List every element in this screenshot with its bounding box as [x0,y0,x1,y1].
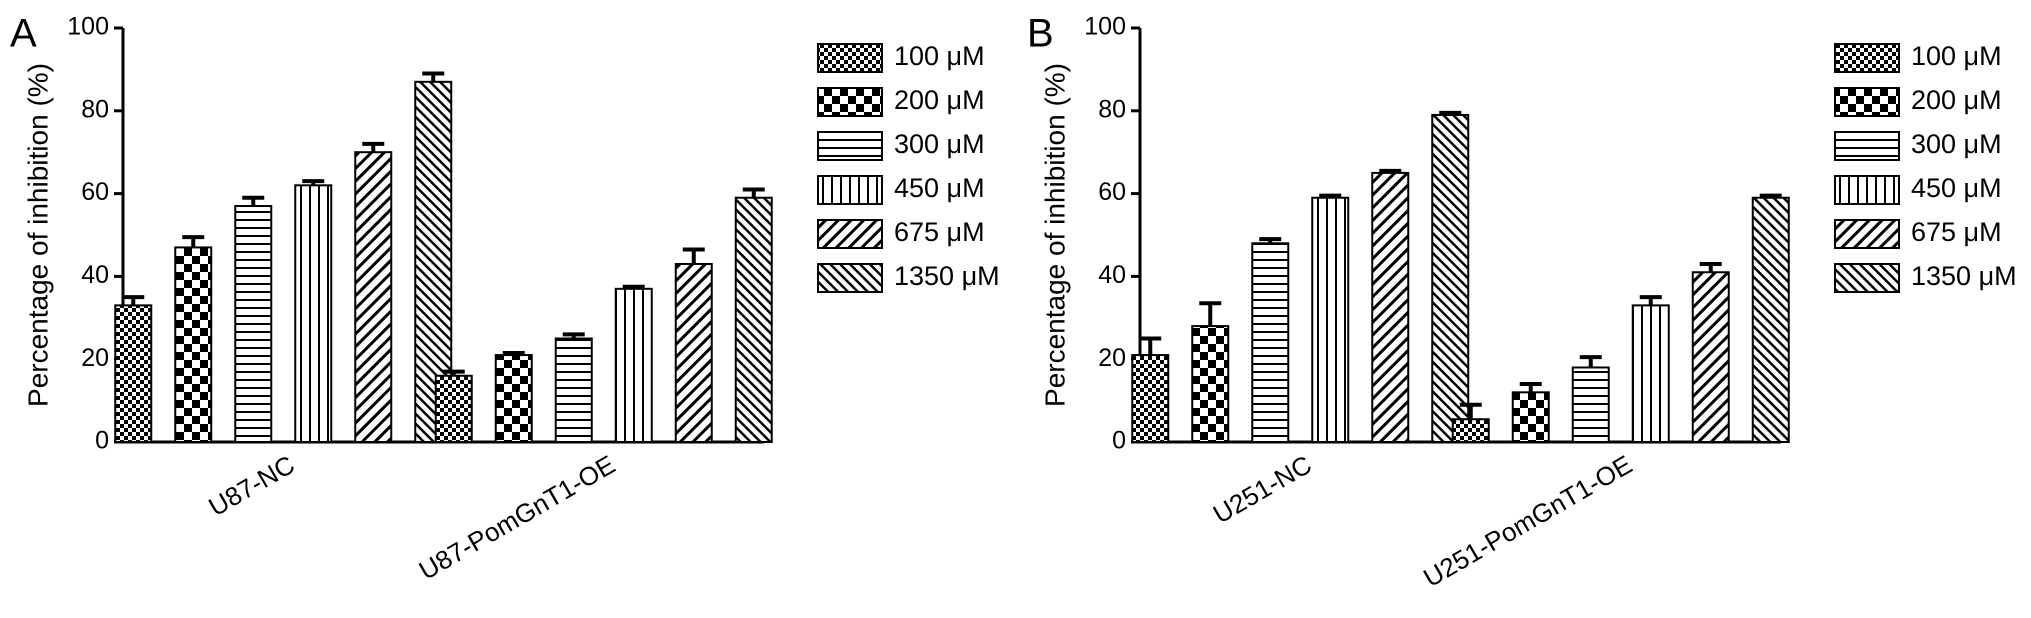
legend-label: 200 μM [1911,85,2002,115]
error-bar [242,195,265,207]
bar [554,337,593,443]
y-axis-label: Percentage of inhibition (%) [1039,63,1070,407]
error-bar [1259,237,1282,244]
legend-label: 100 μM [894,41,985,71]
x-tick-label: U87-NC [203,449,299,522]
legend-label: 1350 μM [894,261,1000,291]
legend-label: 300 μM [894,129,985,159]
error-bar [1139,336,1162,356]
bar [1511,391,1550,444]
bar [1631,304,1670,443]
bar [1751,196,1790,443]
y-tick-label: 40 [1098,261,1126,289]
bar [434,374,473,444]
x-tick-label: U251-NC [1208,449,1317,529]
bar [1371,171,1410,443]
legend-label: 300 μM [1911,129,2002,159]
bar [1311,196,1350,443]
error-bar [1379,168,1402,173]
bar [1251,242,1290,443]
y-tick-label: 100 [1084,13,1126,41]
x-tick-label: U251-PomGnT1-OE [1418,449,1637,593]
bar [234,205,273,443]
y-tick-label: 40 [81,261,109,289]
legend-swatch [817,219,883,249]
y-tick-label: 60 [1098,178,1126,206]
y-tick-label: 0 [1112,427,1126,455]
bar [614,287,653,443]
legend-label: 200 μM [894,85,985,115]
legend-swatch [817,175,883,205]
legend-swatch [1834,131,1900,161]
legend-label: 450 μM [1911,173,2002,203]
error-bar [1639,295,1662,306]
bar [1571,366,1610,444]
error-bar [682,247,705,264]
error-bar [1459,402,1482,420]
error-bar [1579,355,1602,368]
panel-label: A [10,12,37,56]
error-bar [502,350,525,356]
bar [1131,354,1170,443]
error-bar [622,284,645,289]
bar [174,246,213,443]
bar [114,304,153,443]
error-bar [1319,193,1342,198]
error-bar [1199,301,1222,327]
y-tick-label: 80 [1098,95,1126,123]
y-tick-label: 80 [81,95,109,123]
error-bar [1759,193,1782,198]
bar [1451,418,1490,444]
bar [1691,271,1730,444]
legend-swatch [1834,87,1900,117]
error-bar [1519,382,1542,393]
bar [674,262,713,444]
legend-swatch [1834,263,1900,293]
bar [1191,325,1230,443]
bar [494,354,533,443]
legend-label: 100 μM [1911,41,2002,71]
legend-swatch [1834,219,1900,249]
legend-swatch [817,263,883,293]
legend-swatch [1834,43,1900,73]
legend-label: 675 μM [894,217,985,247]
y-tick-label: 20 [81,344,109,372]
legend-label: 450 μM [894,173,985,203]
y-tick-label: 0 [95,427,109,455]
error-bar [362,141,385,153]
legend-swatch [817,43,883,73]
y-tick-label: 20 [1098,344,1126,372]
y-axis-label: Percentage of inhibition (%) [22,63,53,407]
bar [734,196,773,443]
error-bar [562,332,585,339]
error-bar [182,235,205,248]
legend-label: 1350 μM [1911,261,2017,291]
error-bar [442,369,465,376]
panel-label: B [1027,12,1054,56]
y-tick-label: 100 [67,13,109,41]
legend-swatch [817,131,883,161]
bar [294,184,333,443]
error-bar [1439,110,1462,115]
y-tick-label: 60 [81,178,109,206]
bar [1431,113,1470,443]
error-bar [302,179,325,186]
legend-label: 675 μM [1911,217,2002,247]
error-bar [742,187,765,198]
legend-swatch [817,87,883,117]
error-bar [122,295,145,306]
legend-swatch [1834,175,1900,205]
error-bar [422,71,445,82]
bar [354,151,393,443]
x-tick-label: U87-PomGnT1-OE [414,449,620,586]
error-bar [1699,261,1722,273]
